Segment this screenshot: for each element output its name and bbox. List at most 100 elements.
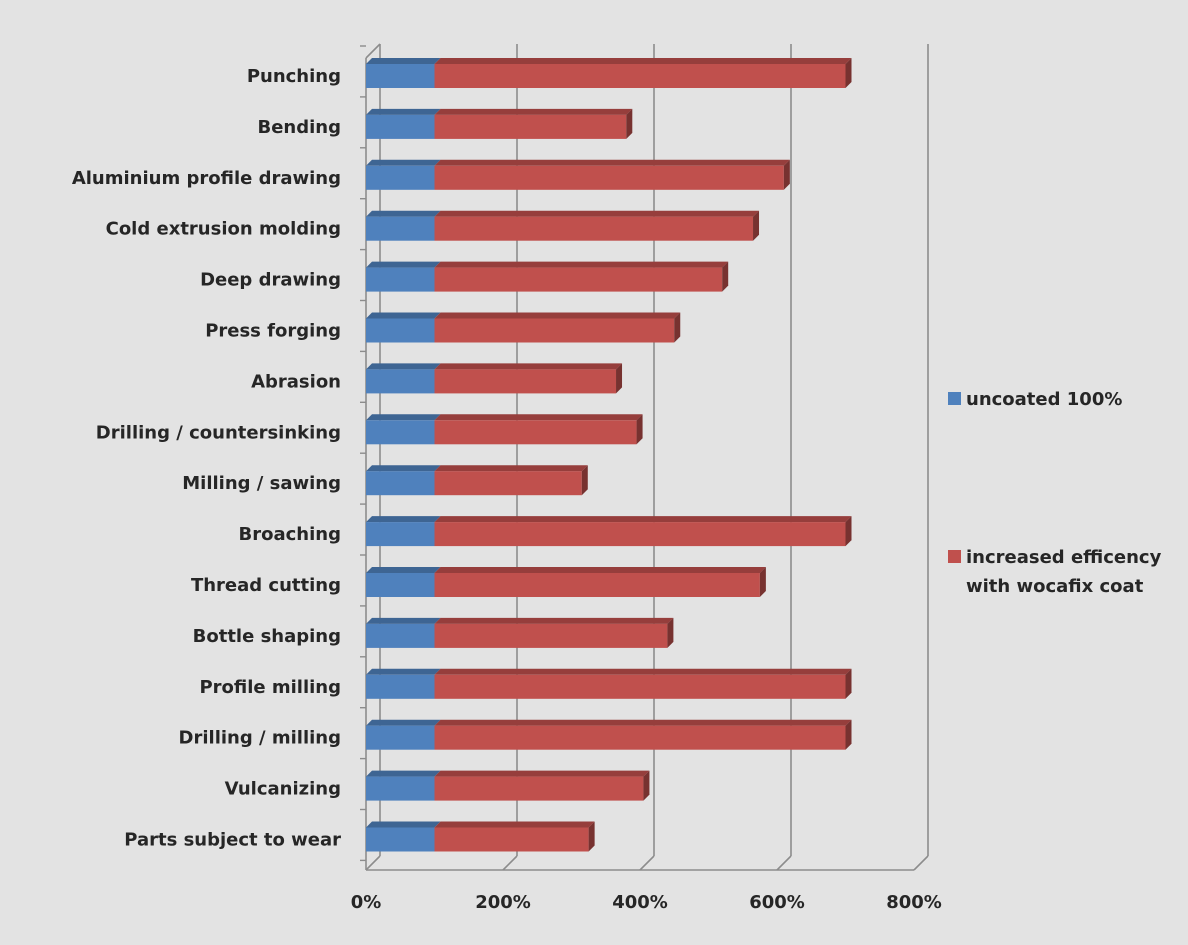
bar-0-1 xyxy=(366,114,435,139)
legend-swatch-1 xyxy=(948,550,961,563)
bar-top-1-14 xyxy=(434,770,650,777)
bar-top-0-13 xyxy=(366,719,441,726)
bar-0-13 xyxy=(366,725,435,750)
bar-top-0-8 xyxy=(366,465,441,472)
bar-1-7 xyxy=(434,420,637,445)
bar-1-15 xyxy=(434,827,589,852)
category-label-10: Thread cutting xyxy=(191,575,341,596)
bar-top-1-8 xyxy=(434,465,588,472)
bar-1-13 xyxy=(434,725,846,750)
bar-top-0-3 xyxy=(366,210,441,217)
category-label-9: Broaching xyxy=(239,524,341,545)
bar-top-1-11 xyxy=(434,617,674,624)
legend-label-0: uncoated 100% xyxy=(966,389,1122,410)
bar-top-1-0 xyxy=(434,58,852,64)
bar-top-1-1 xyxy=(434,108,633,115)
bar-1-4 xyxy=(434,267,723,292)
bar-end-1-12 xyxy=(845,668,852,699)
bar-top-1-7 xyxy=(434,414,643,421)
bar-1-9 xyxy=(434,522,846,547)
bar-0-6 xyxy=(366,369,435,394)
bar-end-1-0 xyxy=(845,58,852,88)
bar-0-7 xyxy=(366,420,435,445)
category-label-7: Drilling / countersinking xyxy=(96,422,341,443)
x-tick-label-1: 200% xyxy=(475,892,531,913)
bar-top-0-10 xyxy=(366,567,441,573)
bar-top-1-12 xyxy=(434,668,852,675)
bar-end-1-8 xyxy=(581,465,588,496)
bar-1-5 xyxy=(434,318,675,343)
bar-1-6 xyxy=(434,369,617,394)
category-label-6: Abrasion xyxy=(251,371,341,392)
bar-top-1-2 xyxy=(434,159,790,166)
bar-top-1-13 xyxy=(434,719,852,726)
bar-end-1-10 xyxy=(759,567,766,597)
bar-0-10 xyxy=(366,573,435,597)
bar-top-0-2 xyxy=(366,159,441,166)
bar-end-1-14 xyxy=(643,770,650,801)
bar-end-1-9 xyxy=(845,516,852,547)
y-axis-top-edge xyxy=(365,43,381,59)
gridline-floor-0 xyxy=(365,855,381,871)
bar-0-2 xyxy=(366,165,435,190)
bar-top-0-12 xyxy=(366,668,441,675)
category-label-2: Aluminium profile drawing xyxy=(72,168,341,189)
bar-0-14 xyxy=(366,776,435,801)
category-label-3: Cold extrusion molding xyxy=(106,219,341,240)
bar-end-1-13 xyxy=(845,719,852,750)
bar-end-1-11 xyxy=(667,617,674,648)
legend-label-1-line-0: increased efficency xyxy=(966,547,1162,568)
x-tick-label-0: 0% xyxy=(351,892,382,913)
bar-1-10 xyxy=(434,573,760,597)
bar-0-3 xyxy=(366,216,435,241)
bar-end-1-3 xyxy=(753,210,760,241)
bar-end-1-15 xyxy=(588,821,595,852)
bar-top-0-14 xyxy=(366,770,441,777)
bar-0-0 xyxy=(366,64,435,88)
bar-1-0 xyxy=(434,64,846,88)
category-label-4: Deep drawing xyxy=(200,270,341,291)
gridline-floor-3 xyxy=(776,855,792,871)
bar-1-2 xyxy=(434,165,784,190)
bar-end-1-2 xyxy=(783,159,790,190)
bar-top-0-4 xyxy=(366,261,441,268)
bar-top-0-9 xyxy=(366,516,441,523)
bar-top-1-9 xyxy=(434,516,852,523)
bar-top-1-10 xyxy=(434,567,766,573)
bar-top-1-15 xyxy=(434,821,595,828)
bar-top-1-4 xyxy=(434,261,729,268)
bar-1-12 xyxy=(434,674,846,699)
category-label-15: Parts subject to wear xyxy=(124,830,341,851)
bar-0-5 xyxy=(366,318,435,343)
bar-1-14 xyxy=(434,776,644,801)
bar-0-15 xyxy=(366,827,435,852)
gridline-floor-2 xyxy=(639,855,655,871)
bar-0-12 xyxy=(366,674,435,699)
bar-end-1-7 xyxy=(636,414,643,445)
bar-0-11 xyxy=(366,623,435,648)
bar-top-1-5 xyxy=(434,312,681,319)
bar-top-0-1 xyxy=(366,108,441,115)
category-label-11: Bottle shaping xyxy=(193,626,341,647)
bar-0-9 xyxy=(366,522,435,547)
legend-swatch-0 xyxy=(948,392,961,405)
x-tick-label-4: 800% xyxy=(886,892,942,913)
bar-1-8 xyxy=(434,471,582,496)
legend-label-1-line-1: with wocafix coat xyxy=(966,576,1144,597)
bar-top-1-3 xyxy=(434,210,760,217)
bar-end-1-4 xyxy=(722,261,729,292)
bar-top-0-15 xyxy=(366,821,441,828)
bar-top-0-11 xyxy=(366,617,441,624)
bar-top-0-0 xyxy=(366,58,441,64)
bar-1-11 xyxy=(434,623,668,648)
category-label-14: Vulcanizing xyxy=(225,779,341,800)
bar-top-0-6 xyxy=(366,363,441,370)
x-tick-label-2: 400% xyxy=(612,892,668,913)
category-label-0: Punching xyxy=(247,66,341,87)
bar-end-1-5 xyxy=(674,312,681,343)
x-tick-label-3: 600% xyxy=(749,892,805,913)
category-label-8: Milling / sawing xyxy=(182,473,341,494)
bar-end-1-6 xyxy=(616,363,623,394)
